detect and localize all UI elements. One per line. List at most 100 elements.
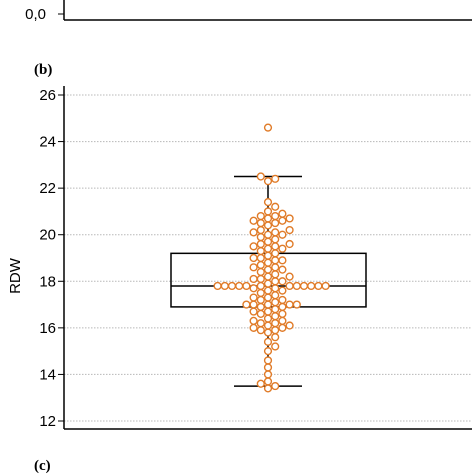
data-point [278,244,287,253]
data-point [256,253,265,263]
data-point [321,281,330,291]
data-point [271,284,280,293]
data-point [249,284,258,293]
data-point [271,333,280,342]
top-panel: 0,0 [25,0,472,23]
data-point [263,293,273,302]
data-point [278,323,287,332]
data-point [278,230,287,239]
data-point [271,211,280,221]
data-point [263,177,273,186]
panel-b-label: (b) [34,62,52,78]
data-point [278,286,287,295]
data-point [285,225,294,235]
data-point [271,218,280,228]
y-axis-ticks: 12 14 16 18 20 22 24 26 [39,87,64,430]
data-point [249,323,258,332]
data-point [271,202,280,211]
data-point [235,281,244,291]
y-tick-label: 12 [39,413,56,430]
data-point [271,298,280,307]
data-point [213,281,222,291]
panel-b-chart: 12 14 16 18 20 22 24 26 RDW [7,86,472,430]
data-point [256,225,265,235]
data-point [314,281,323,291]
data-point [249,293,258,302]
data-point [263,356,273,365]
panel-c-label: (c) [34,458,51,474]
y-tick-label: 24 [39,134,56,151]
data-point [263,370,273,379]
data-point [249,300,258,309]
y-tick-label: 20 [39,227,56,244]
data-point [271,235,280,244]
data-point [263,221,273,230]
data-point [263,307,273,316]
data-point [249,216,258,225]
data-point [256,260,265,270]
data-point [263,384,273,393]
data-point [271,256,280,265]
data-point [263,363,273,372]
data-point [249,263,258,272]
data-point [263,286,273,295]
data-point [242,281,251,291]
data-point [249,253,258,263]
data-point [249,228,258,237]
data-point [256,211,265,221]
data-point [263,300,273,309]
data-point [299,281,309,291]
data-point [278,265,287,274]
data-point [256,309,265,318]
data-point [263,328,273,337]
y-tick-label: 22 [39,180,56,197]
data-point [263,198,273,207]
data-point [263,237,273,246]
data-point [278,216,287,225]
data-point [263,230,273,239]
data-point [271,277,280,286]
data-point [263,314,273,323]
data-point [256,246,265,256]
data-point [256,319,265,328]
y-axis-title: RDW [7,257,24,294]
data-point [263,207,273,216]
data-point [256,172,265,181]
data-point [256,295,265,305]
data-point [256,379,265,388]
data-point [285,214,294,223]
data-point [271,249,280,258]
data-point [285,272,294,281]
data-point [263,214,273,223]
data-point [256,218,265,228]
data-point [292,300,301,309]
data-point [263,244,273,253]
data-point [271,381,280,391]
y-tick-label: 18 [39,273,56,290]
top-panel-tick-label: 0,0 [25,6,46,23]
data-point [271,242,280,251]
y-tick-label: 16 [39,320,56,337]
data-point [249,316,258,325]
data-point [263,251,273,260]
data-point [271,305,280,314]
data-point [263,272,273,281]
data-point [263,123,273,132]
data-point [256,274,265,284]
data-point [263,337,273,346]
data-point [256,239,265,249]
data-point [285,281,294,291]
data-point [256,302,265,312]
data-point [271,342,280,351]
data-points [213,123,330,393]
data-point [271,174,280,183]
data-point [271,270,280,279]
data-point [256,232,265,242]
data-point [263,265,273,274]
data-point [249,242,258,251]
data-point [263,258,273,267]
data-point [278,256,287,265]
data-point [271,326,280,335]
data-point [292,281,301,291]
data-point [256,288,265,298]
